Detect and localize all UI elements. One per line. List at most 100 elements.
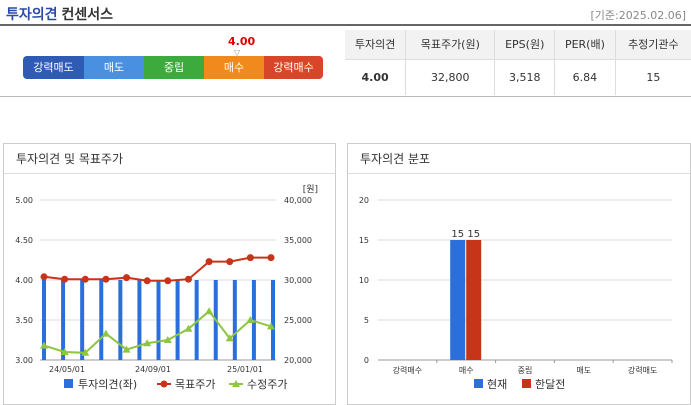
dist-x-tick-label: 매도 (576, 366, 591, 375)
left-y-tick-label: 5.00 (15, 196, 33, 205)
adjusted-price-point (122, 345, 131, 353)
x-tick-label: 24/05/01 (49, 365, 85, 374)
right-y-tick-label: 35,000 (284, 236, 312, 245)
legend-current-label: 현재 (487, 378, 507, 391)
adjusted-price-line (43, 309, 272, 354)
opinion-bar (80, 280, 85, 360)
value-institution-count: 15 (614, 59, 691, 95)
header-eps: EPS(원) (494, 30, 555, 60)
scale-buy: 매수 (204, 56, 264, 79)
right-axis-unit: [원] (303, 184, 318, 195)
header-per: PER(배) (554, 30, 616, 60)
target-price-point (226, 258, 234, 266)
top-divider (0, 24, 691, 26)
dist-y-tick-label: 0 (364, 356, 369, 365)
target-price-point (102, 275, 110, 283)
adjusted-price-point (101, 329, 110, 337)
opinion-bar (118, 280, 123, 360)
opinion-bar (99, 280, 104, 360)
scale-strong-sell: 강력매도 (23, 56, 84, 79)
left-y-tick-label: 3.50 (15, 316, 33, 325)
adjusted-price-point (143, 339, 152, 347)
opinion-bar (251, 280, 256, 360)
adjusted-price-point (81, 348, 90, 356)
section-title: 투자의견 컨센서스 (6, 4, 113, 24)
value-eps: 3,518 (494, 59, 555, 95)
target-price-point (184, 275, 192, 283)
dist-bar-value-label: 15 (451, 229, 464, 240)
opinion-bar (232, 280, 237, 360)
scale-sell: 매도 (84, 56, 144, 79)
dist-y-tick-label: 15 (359, 236, 369, 245)
title-main-text: 투자의견 (6, 7, 58, 23)
target-price-point (246, 254, 254, 262)
legend-adjusted-label: 수정주가 (247, 378, 287, 391)
dist-y-tick-label: 20 (359, 196, 369, 205)
dist-x-tick-label: 매수 (459, 366, 474, 375)
target-price-point (61, 275, 69, 283)
value-opinion: 4.00 (361, 70, 389, 84)
opinion-bar (194, 280, 199, 360)
adjusted-price-point (267, 322, 275, 330)
right-panel-title: 투자의견 분포 (348, 144, 690, 174)
reference-date: [기준:2025.02.06] (590, 9, 686, 22)
x-tick-label: 25/01/01 (227, 365, 263, 374)
adjusted-price-point (205, 307, 214, 315)
dist-bar-value-label: 15 (467, 229, 480, 240)
value-target-price: 32,800 (405, 59, 495, 95)
left-y-tick-label: 3.00 (15, 356, 33, 365)
legend-opinion-label: 투자의견(좌) (78, 378, 137, 391)
dist-x-tick-label: 강력매도 (628, 365, 657, 375)
header-opinion: 투자의견 (345, 30, 406, 60)
opinion-target-chart: [원] 5.00 4.50 4.00 3.50 3.00 40,000 35,000 30,0… (15, 184, 318, 391)
dist-y-tick-label: 5 (364, 316, 369, 325)
adjusted-price-point (225, 334, 234, 342)
target-price-point (205, 258, 213, 266)
right-y-tick-label: 40,000 (284, 196, 312, 205)
consensus-value-row: 4.00 32,800 3,518 6.84 15 (345, 59, 691, 95)
scale-neutral: 중립 (144, 56, 204, 79)
legend-opinion-swatch (64, 379, 73, 388)
left-y-tick-label: 4.50 (15, 236, 33, 245)
consensus-header-row: 투자의견 목표주가(원) EPS(원) PER(배) 추정기관수 (345, 30, 691, 60)
value-per: 6.84 (554, 59, 616, 95)
dist-x-tick-label: 강력매수 (393, 365, 422, 375)
dist-bar-month-ago (466, 240, 482, 360)
target-price-point (267, 254, 275, 262)
legend-target-marker (160, 380, 168, 388)
opinion-bar (156, 280, 161, 360)
left-y-tick-label: 4.00 (15, 276, 33, 285)
left-panel-title: 투자의견 및 목표주가 (4, 144, 335, 174)
legend-target-label: 목표주가 (175, 378, 215, 391)
right-y-tick-label: 30,000 (284, 276, 312, 285)
legend-month-ago-swatch (522, 379, 531, 388)
adjusted-price-point (163, 336, 172, 343)
header-target-price: 목표주가(원) (405, 30, 495, 60)
opinion-bar (137, 280, 142, 360)
header-institution-count: 추정기관수 (614, 30, 691, 60)
consensus-table: 투자의견 목표주가(원) EPS(원) PER(배) 추정기관수 4.00 32… (345, 30, 691, 95)
opinion-bar (61, 280, 66, 360)
opinion-bar (42, 280, 46, 360)
mid-divider (0, 96, 691, 97)
target-price-point (143, 277, 151, 285)
target-price-point (123, 274, 131, 282)
opinion-bar (271, 280, 275, 360)
right-y-tick-label: 25,000 (284, 316, 312, 325)
target-price-point (81, 275, 89, 283)
adjusted-price-point (60, 348, 69, 355)
scale-strong-buy: 강력매수 (264, 56, 323, 79)
opinion-bar (175, 280, 180, 360)
target-price-point (40, 273, 48, 281)
adjusted-price-point (246, 316, 255, 323)
legend-adjusted-marker (232, 380, 240, 387)
legend-month-ago-label: 한달전 (535, 378, 565, 391)
dist-bar-current (450, 240, 466, 360)
dist-y-tick-label: 10 (359, 276, 369, 285)
current-score-marker: 4.00 (228, 35, 256, 48)
target-price-point (164, 277, 172, 285)
adjusted-price-point (184, 324, 193, 332)
x-tick-label: 24/09/01 (135, 365, 171, 374)
